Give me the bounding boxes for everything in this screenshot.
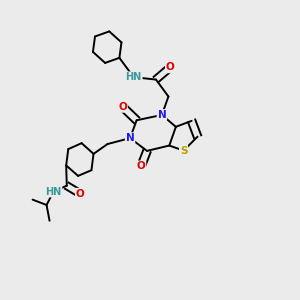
Text: HN: HN [125, 72, 142, 82]
Text: O: O [137, 161, 146, 171]
Text: O: O [76, 189, 85, 199]
Text: N: N [126, 133, 134, 143]
Text: N: N [158, 110, 166, 120]
Text: HN: HN [45, 187, 62, 196]
Text: S: S [180, 146, 187, 156]
Text: O: O [118, 102, 127, 112]
Text: O: O [166, 62, 175, 72]
